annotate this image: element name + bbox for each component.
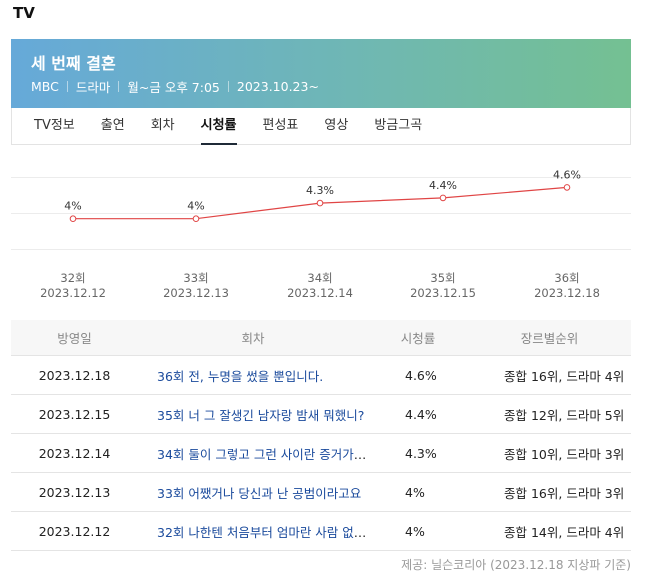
rating-value: 4% <box>405 523 425 539</box>
header-rating: 시청률 <box>400 331 436 346</box>
rating-value: 4.6% <box>405 367 437 383</box>
table-row: 2023.12.14 34회 둘이 그렇고 그런 사이란 증거가 있어요 4.3… <box>11 434 631 473</box>
genre-rank: 종합 12위, 드라마 5위 <box>504 407 625 423</box>
episode-tick: 35회 <box>430 271 456 285</box>
genre-rank: 종합 14위, 드라마 4위 <box>504 524 625 540</box>
data-point <box>69 215 77 223</box>
x-tick-label: 32회 2023.12.12 <box>23 271 123 301</box>
x-tick-label: 33회 2023.12.13 <box>146 271 246 301</box>
air-date: 2023.12.13 <box>38 484 111 500</box>
header-date: 방영일 <box>57 331 92 346</box>
program-title[interactable]: 세 번째 결혼 <box>31 54 116 73</box>
section-title: TV <box>13 4 35 22</box>
program-tabs: TV정보 출연 회차 시청률 편성표 영상 방금그곡 <box>11 108 631 145</box>
data-label: 4.6% <box>553 168 581 181</box>
tab-ratings[interactable]: 시청률 <box>188 108 250 145</box>
data-point <box>316 199 324 207</box>
ratings-line-chart: 4% 4% 4.3% 4.4% 4.6% <box>11 168 631 250</box>
table-row: 2023.12.12 32회 나한텐 처음부터 엄마란 사람 없었어 4% 종합… <box>11 512 631 551</box>
episode-tick: 33회 <box>183 271 209 285</box>
x-tick-label: 34회 2023.12.14 <box>270 271 370 301</box>
ratings-chart: 4% 4% 4.3% 4.4% 4.6% 32회 2023.12.12 33회 2023.12… <box>11 155 631 300</box>
meta-divider <box>66 81 68 92</box>
date-tick: 2023.12.13 <box>163 286 229 300</box>
tab-videos[interactable]: 영상 <box>324 118 349 133</box>
air-date: 2023.12.12 <box>38 523 111 539</box>
episode-link[interactable]: 33회 어쨌거나 당신과 난 공범이라고요 <box>157 485 362 501</box>
header-genre-rank: 장르별순위 <box>520 331 579 346</box>
x-tick-label: 35회 2023.12.15 <box>393 271 493 301</box>
episode-link[interactable]: 35회 너 그 잘생긴 남자랑 밤새 뭐했니? <box>157 407 365 423</box>
episode-tick: 34회 <box>307 271 333 285</box>
broadcaster: MBC <box>31 79 59 94</box>
air-schedule: 월~금 오후 7:05 <box>127 80 220 95</box>
date-tick: 2023.12.14 <box>287 286 353 300</box>
table-row: 2023.12.18 36회 전, 누명을 썼을 뿐입니다. 4.6% 종합 1… <box>11 356 631 395</box>
data-label: 4.3% <box>306 184 334 197</box>
data-label: 4% <box>64 200 81 213</box>
genre: 드라마 <box>75 80 111 95</box>
meta-divider <box>227 81 229 92</box>
table-row: 2023.12.15 35회 너 그 잘생긴 남자랑 밤새 뭐했니? 4.4% … <box>11 395 631 434</box>
genre-rank: 종합 10위, 드라마 3위 <box>504 446 625 462</box>
genre-rank: 종합 16위, 드라마 4위 <box>504 368 625 384</box>
tab-cast[interactable]: 출연 <box>100 118 125 133</box>
ratings-table: 방영일 회차 시청률 장르별순위 2023.12.18 36회 전, 누명을 썼… <box>11 320 631 551</box>
date-tick: 2023.12.18 <box>534 286 600 300</box>
genre-rank: 종합 16위, 드라마 3위 <box>504 485 625 501</box>
tab-tv-info[interactable]: TV정보 <box>34 118 75 133</box>
episode-tick: 36회 <box>554 271 580 285</box>
source-note: 제공: 닐슨코리아 (2023.12.18 지상파 기준) <box>401 558 631 572</box>
air-date: 2023.12.14 <box>38 445 111 461</box>
rating-value: 4% <box>405 484 425 500</box>
rating-value: 4.3% <box>405 445 437 461</box>
air-date: 2023.12.18 <box>38 367 111 383</box>
date-tick: 2023.12.15 <box>410 286 476 300</box>
program-banner: 세 번째 결혼 MBC 드라마 월~금 오후 7:05 2023.10.23~ <box>11 39 631 108</box>
tab-episodes[interactable]: 회차 <box>150 118 175 133</box>
data-label: 4% <box>187 200 204 213</box>
air-date: 2023.12.15 <box>38 406 111 422</box>
table-row: 2023.12.13 33회 어쨌거나 당신과 난 공범이라고요 4% 종합 1… <box>11 473 631 512</box>
data-label: 4.4% <box>429 179 457 192</box>
x-tick-label: 36회 2023.12.18 <box>517 271 617 301</box>
episode-link[interactable]: 32회 나한텐 처음부터 엄마란 사람 없었어 <box>157 524 368 540</box>
episode-link[interactable]: 34회 둘이 그렇고 그런 사이란 증거가 있어요 <box>157 446 368 462</box>
rating-value: 4.4% <box>405 406 437 422</box>
tab-song-search[interactable]: 방금그곡 <box>374 118 423 133</box>
table-header: 방영일 회차 시청률 장르별순위 <box>11 320 631 356</box>
episode-tick: 32회 <box>60 271 86 285</box>
meta-divider <box>118 81 120 92</box>
header-episode: 회차 <box>241 331 265 346</box>
premiere-date: 2023.10.23~ <box>236 79 319 94</box>
tab-schedule[interactable]: 편성표 <box>262 118 299 133</box>
data-point <box>192 215 200 223</box>
data-point <box>439 194 447 202</box>
data-point <box>563 184 571 191</box>
program-meta: MBC 드라마 월~금 오후 7:05 2023.10.23~ <box>31 77 319 96</box>
episode-link[interactable]: 36회 전, 누명을 썼을 뿐입니다. <box>157 368 324 384</box>
date-tick: 2023.12.12 <box>40 286 106 300</box>
